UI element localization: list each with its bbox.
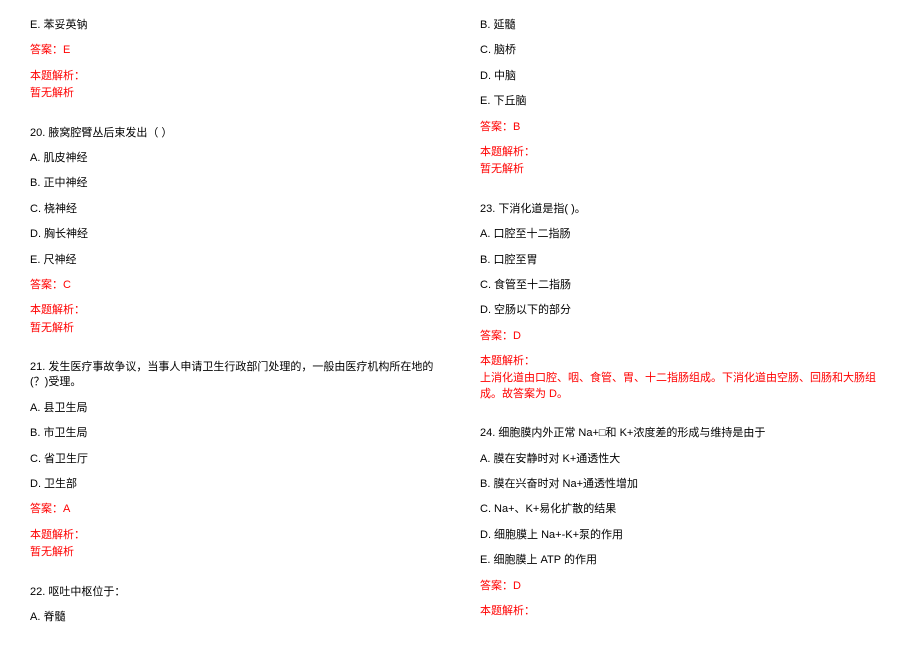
q23-option-a: A. 口腔至十二指肠 xyxy=(480,227,890,242)
spacer xyxy=(480,188,890,202)
q21-expl-label: 本题解析： xyxy=(30,528,440,543)
q22-option-a: A. 脊髓 xyxy=(30,610,440,625)
q22-expl-label: 本题解析： xyxy=(480,145,890,160)
explanation-none: 暂无解析 xyxy=(30,86,440,101)
q22-option-d: D. 中脑 xyxy=(480,69,890,84)
q20-option-e: E. 尺神经 xyxy=(30,253,440,268)
q24-option-a: A. 膜在安静时对 K+通透性大 xyxy=(480,452,890,467)
q24-option-e: E. 细胞膜上 ATP 的作用 xyxy=(480,553,890,568)
q21-stem: 21. 发生医疗事故争议，当事人申请卫生行政部门处理的，一般由医疗机构所在地的(… xyxy=(30,360,440,391)
spacer xyxy=(480,412,890,426)
exam-page: E. 苯妥英钠 答案：E 本题解析： 暂无解析 20. 腋窝腔臂丛后束发出（ ）… xyxy=(0,0,920,651)
q20-option-b: B. 正中神经 xyxy=(30,176,440,191)
q24-option-d: D. 细胞膜上 Na+-K+泵的作用 xyxy=(480,528,890,543)
q24-option-b: B. 膜在兴奋时对 Na+通透性增加 xyxy=(480,477,890,492)
q23-option-c: C. 食管至十二指肠 xyxy=(480,278,890,293)
q22-option-b: B. 延髓 xyxy=(480,18,890,33)
answer-label: 答案：E xyxy=(30,43,440,58)
q23-answer: 答案：D xyxy=(480,329,890,344)
q20-option-a: A. 肌皮神经 xyxy=(30,151,440,166)
spacer xyxy=(30,112,440,126)
q20-expl-label: 本题解析： xyxy=(30,303,440,318)
spacer xyxy=(30,346,440,360)
q23-stem: 23. 下消化道是指( )。 xyxy=(480,202,890,217)
q21-option-c: C. 省卫生厅 xyxy=(30,452,440,467)
q23-option-d: D. 空肠以下的部分 xyxy=(480,303,890,318)
q22-option-e: E. 下丘脑 xyxy=(480,94,890,109)
q21-expl-none: 暂无解析 xyxy=(30,545,440,560)
q22-option-c: C. 脑桥 xyxy=(480,43,890,58)
q21-option-d: D. 卫生部 xyxy=(30,477,440,492)
option-e: E. 苯妥英钠 xyxy=(30,18,440,33)
q22-expl-none: 暂无解析 xyxy=(480,162,890,177)
q23-option-b: B. 口腔至胃 xyxy=(480,253,890,268)
q23-expl-label: 本题解析： xyxy=(480,354,890,369)
q24-option-c: C. Na+、K+易化扩散的结果 xyxy=(480,502,890,517)
q20-stem: 20. 腋窝腔臂丛后束发出（ ） xyxy=(30,126,440,141)
explanation-label: 本题解析： xyxy=(30,69,440,84)
spacer xyxy=(30,571,440,585)
q21-option-a: A. 县卫生局 xyxy=(30,401,440,416)
q20-answer: 答案：C xyxy=(30,278,440,293)
q21-option-b: B. 市卫生局 xyxy=(30,426,440,441)
q21-answer: 答案：A xyxy=(30,502,440,517)
q24-stem: 24. 细胞膜内外正常 Na+□和 K+浓度差的形成与维持是由于 xyxy=(480,426,890,441)
q20-expl-none: 暂无解析 xyxy=(30,321,440,336)
q20-option-c: C. 桡神经 xyxy=(30,202,440,217)
q24-answer: 答案：D xyxy=(480,579,890,594)
q22-stem: 22. 呕吐中枢位于： xyxy=(30,585,440,600)
q24-expl-label: 本题解析： xyxy=(480,604,890,619)
q23-expl-text: 上消化道由口腔、咽、食管、胃、十二指肠组成。下消化道由空肠、回肠和大肠组成。故答… xyxy=(480,371,890,402)
q22-answer: 答案：B xyxy=(480,120,890,135)
q20-option-d: D. 胸长神经 xyxy=(30,227,440,242)
